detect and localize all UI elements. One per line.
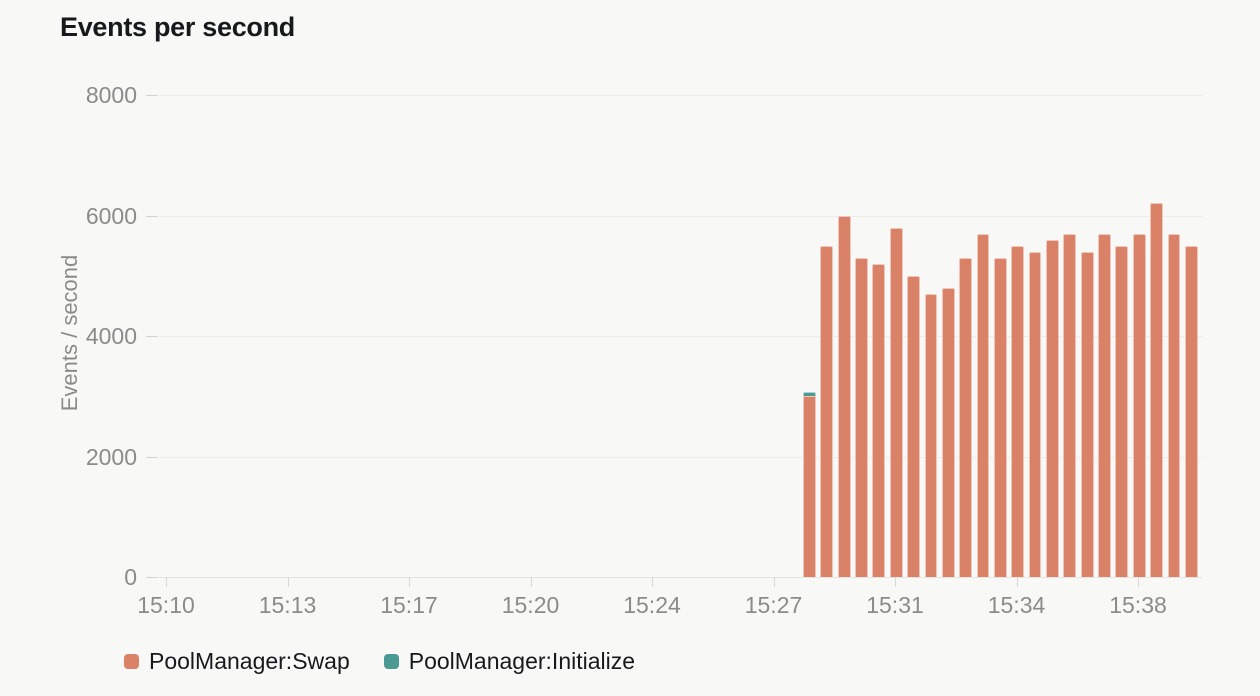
- bar-poolmanager-swap[interactable]: [1046, 239, 1059, 577]
- legend-swatch-icon: [124, 654, 139, 669]
- x-tick-label-15:13: 15:13: [258, 592, 317, 618]
- x-tick-mark-15:34: [1016, 577, 1018, 587]
- y-tick-mark-0: [146, 577, 157, 578]
- bar-poolmanager-swap[interactable]: [1167, 233, 1181, 577]
- x-tick-label-15:27: 15:27: [744, 592, 803, 618]
- legend-item-swap[interactable]: PoolManager:Swap: [124, 648, 350, 675]
- x-tick-mark-15:13: [287, 577, 289, 587]
- chart-legend: PoolManager:Swap PoolManager:Initialize: [124, 648, 635, 675]
- x-tick-mark-15:20: [530, 577, 532, 587]
- y-tick-mark-8000: [146, 95, 157, 96]
- x-tick-mark-15:38: [1138, 577, 1139, 587]
- bar-poolmanager-swap[interactable]: [907, 275, 920, 577]
- x-tick-label-15:38: 15:38: [1109, 592, 1167, 618]
- gridline-8000: [148, 95, 1202, 96]
- legend-label: PoolManager:Swap: [149, 648, 350, 674]
- x-tick-label-15:24: 15:24: [623, 592, 681, 618]
- x-tick-label-15:20: 15:20: [501, 592, 560, 618]
- legend-item-initialize[interactable]: PoolManager:Initialize: [383, 648, 636, 675]
- y-axis-labels: 0 2000 4000 6000 8000: [0, 83, 137, 589]
- bar-poolmanager-swap[interactable]: [1080, 251, 1094, 577]
- legend-swatch-icon: [383, 654, 399, 669]
- bar-poolmanager-swap[interactable]: [993, 257, 1007, 577]
- bar-poolmanager-swap[interactable]: [959, 257, 973, 577]
- x-tick-label-15:34: 15:34: [987, 592, 1046, 618]
- x-tick-mark-15:24: [652, 577, 653, 587]
- x-tick-label-15:31: 15:31: [866, 592, 924, 618]
- gridline-4000: [148, 336, 1202, 337]
- bar-poolmanager-swap[interactable]: [976, 233, 990, 577]
- bar-poolmanager-swap[interactable]: [941, 287, 955, 577]
- bar-poolmanager-swap[interactable]: [889, 227, 903, 577]
- gridline-2000: [148, 456, 1202, 458]
- x-tick-mark-15:10: [166, 577, 167, 587]
- bar-poolmanager-swap[interactable]: [855, 257, 868, 577]
- bar-poolmanager-swap[interactable]: [924, 293, 938, 577]
- y-tick-mark-2000: [146, 456, 157, 458]
- bar-poolmanager-swap[interactable]: [803, 396, 816, 577]
- y-tick-label-4000: 4000: [85, 323, 137, 349]
- legend-label: PoolManager:Initialize: [408, 648, 636, 674]
- chart-title: Events per second: [60, 12, 295, 42]
- bar-poolmanager-swap[interactable]: [1132, 233, 1146, 577]
- y-tick-label-0: 0: [124, 564, 137, 590]
- bar-poolmanager-swap[interactable]: [837, 215, 851, 577]
- x-tick-mark-15:27: [773, 577, 775, 587]
- y-tick-mark-6000: [146, 215, 157, 217]
- bar-poolmanager-swap[interactable]: [1063, 233, 1077, 577]
- x-tick-mark-15:17: [409, 577, 410, 587]
- bar-poolmanager-swap[interactable]: [1011, 245, 1025, 577]
- plot-area: 15:10 15:13 15:17 15:20 15:24 15:27 15:31 15:34…: [137, 95, 1202, 618]
- bar-poolmanager-swap[interactable]: [1028, 251, 1042, 577]
- x-tick-label-15:17: 15:17: [380, 592, 438, 618]
- bar-poolmanager-initialize[interactable]: [803, 392, 816, 397]
- y-tick-mark-4000: [146, 336, 157, 337]
- bar-poolmanager-swap[interactable]: [1115, 245, 1129, 577]
- bar-poolmanager-swap[interactable]: [1098, 233, 1111, 577]
- bar-poolmanager-swap[interactable]: [820, 245, 834, 577]
- bar-poolmanager-swap[interactable]: [1150, 203, 1163, 577]
- x-tick-label-15:10: 15:10: [137, 592, 195, 618]
- y-tick-label-2000: 2000: [85, 443, 137, 470]
- y-tick-label-8000: 8000: [85, 82, 137, 108]
- bar-poolmanager-swap[interactable]: [1184, 245, 1198, 577]
- gridline-0: [148, 577, 1202, 578]
- bar-poolmanager-swap[interactable]: [872, 263, 886, 577]
- x-tick-mark-15:31: [895, 577, 896, 587]
- y-tick-label-6000: 6000: [85, 202, 137, 229]
- gridline-6000: [148, 215, 1202, 217]
